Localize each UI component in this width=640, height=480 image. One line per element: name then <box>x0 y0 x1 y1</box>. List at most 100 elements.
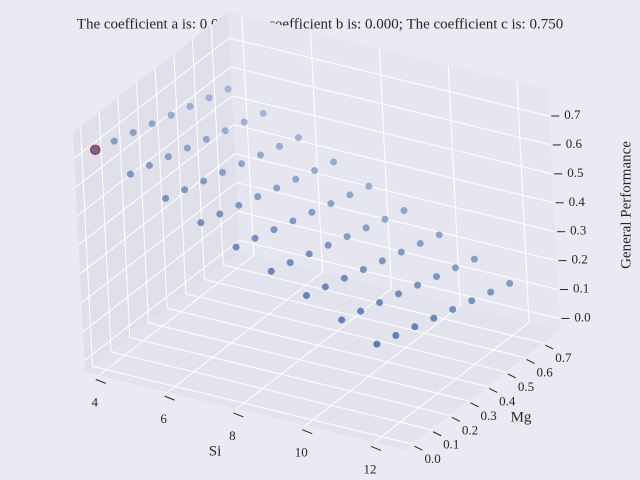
floor-pane <box>85 252 560 450</box>
point <box>273 184 281 192</box>
point <box>224 85 232 93</box>
grid-line <box>82 211 239 332</box>
point <box>181 186 189 194</box>
grid-line <box>148 322 469 402</box>
tick-mark <box>544 344 554 350</box>
point <box>343 233 351 241</box>
point <box>324 241 332 249</box>
point <box>110 137 118 145</box>
point <box>205 94 213 102</box>
z-tick-label: 0.1 <box>573 281 589 296</box>
x-tick-label: 12 <box>364 461 377 476</box>
z-tick-label: 0.7 <box>564 107 581 122</box>
point <box>416 240 424 248</box>
point <box>145 161 153 169</box>
grid-line <box>204 278 525 358</box>
grid-line <box>237 211 559 291</box>
point <box>197 219 205 227</box>
x-tick-label: 10 <box>295 445 308 460</box>
point <box>275 142 283 150</box>
point <box>411 323 419 331</box>
tick-mark <box>164 395 175 401</box>
y-tick-label: 0.4 <box>499 393 516 408</box>
grid-line <box>230 66 551 146</box>
point <box>202 135 210 143</box>
point <box>378 257 386 265</box>
point <box>487 288 495 296</box>
point <box>219 168 227 176</box>
point <box>392 331 400 339</box>
grid-line <box>79 153 236 275</box>
y-tick-label: 0.1 <box>443 437 459 452</box>
left-pane <box>73 12 240 372</box>
point <box>311 167 319 175</box>
grid-line <box>84 240 240 361</box>
point <box>286 259 294 267</box>
point <box>129 128 137 136</box>
point <box>186 102 194 110</box>
y-tick-label: 0.5 <box>518 379 534 394</box>
point <box>400 207 408 215</box>
grid-line <box>185 293 506 373</box>
point <box>267 267 275 275</box>
point <box>221 127 229 135</box>
point <box>381 215 389 223</box>
point <box>89 144 101 156</box>
point <box>359 266 367 274</box>
z-tick-label: 0.4 <box>569 194 586 209</box>
point <box>216 210 224 218</box>
grid-line <box>78 124 234 246</box>
point <box>321 283 329 291</box>
x-axis-label: Si <box>209 443 222 459</box>
grid-line <box>129 336 450 416</box>
point <box>365 182 373 190</box>
tick-mark <box>432 431 442 437</box>
grid-line <box>73 37 230 159</box>
grid-line <box>223 264 544 344</box>
point <box>506 279 514 287</box>
point <box>240 118 248 126</box>
tick-mark <box>451 416 461 422</box>
z-tick-label: 0.5 <box>567 165 583 180</box>
point <box>397 248 405 256</box>
grid-line <box>111 351 432 431</box>
point <box>238 160 246 168</box>
point <box>270 226 278 234</box>
x-tick-label: 4 <box>92 394 99 409</box>
point <box>294 134 302 142</box>
point <box>232 243 240 251</box>
grid-line <box>167 307 488 387</box>
point <box>357 307 365 315</box>
grid-line <box>76 95 233 217</box>
tick-mark <box>470 402 479 408</box>
grid-line <box>232 95 553 175</box>
point <box>362 224 370 232</box>
point <box>414 281 422 289</box>
tick-mark <box>414 445 423 451</box>
y-axis-label: Mg <box>511 409 532 425</box>
point <box>235 201 243 209</box>
point <box>432 272 440 280</box>
grid-line <box>229 37 550 117</box>
point <box>254 193 262 201</box>
point <box>289 217 297 225</box>
point <box>376 298 384 306</box>
point <box>183 144 191 152</box>
grid-line <box>239 239 560 319</box>
point <box>126 170 134 178</box>
z-tick-label: 0.3 <box>570 223 586 238</box>
tick-mark <box>526 359 535 364</box>
point <box>305 250 313 258</box>
y-tick-label: 0.3 <box>480 408 496 423</box>
point <box>164 153 172 161</box>
x-tick-label: 6 <box>160 411 167 426</box>
point <box>251 234 259 242</box>
point <box>395 290 403 298</box>
tick-mark <box>488 387 498 393</box>
point <box>302 292 310 300</box>
point <box>148 120 156 128</box>
y-tick-label: 0.7 <box>555 350 572 365</box>
grid-line <box>81 182 237 303</box>
point <box>346 191 354 199</box>
